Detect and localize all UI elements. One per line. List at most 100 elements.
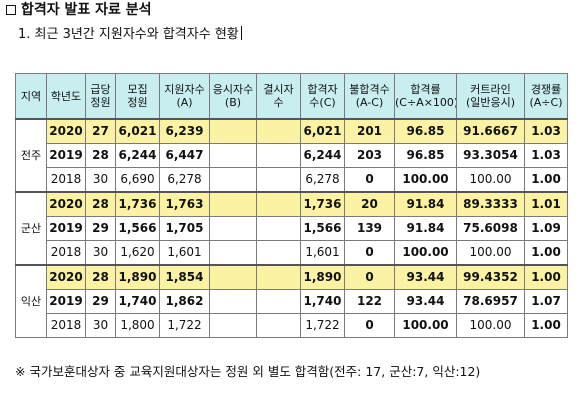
column-header-line1: 지역 bbox=[20, 89, 42, 103]
cell-pass-rate: 100.00 bbox=[394, 167, 457, 193]
cell-absentees bbox=[256, 191, 301, 217]
cell-passed: 6,021 bbox=[300, 118, 345, 144]
cell-examinees bbox=[209, 289, 257, 314]
column-header: 불합격수 (A-C) bbox=[344, 73, 395, 120]
cell-cutline: 75.6098 bbox=[456, 216, 525, 241]
column-header-line2: (C÷A×100) bbox=[395, 96, 457, 109]
cell-class-cap: 27 bbox=[85, 118, 116, 144]
table-row: 2018 30 1,620 1,601 1,601 0 100.00 100.00 1.00 bbox=[16, 240, 568, 266]
cell-year: 2020 bbox=[46, 264, 86, 290]
column-header-line1: 결시자 bbox=[263, 83, 294, 96]
cell-competition: 1.00 bbox=[524, 167, 568, 193]
table-row: 2018 30 1,800 1,722 1,722 0 100.00 100.00 1.00 bbox=[16, 313, 568, 338]
table-row: 2019 28 6,244 6,447 6,244 203 96.85 93.3054 1.03 bbox=[16, 143, 568, 168]
cell-quota: 1,890 bbox=[115, 264, 160, 290]
cell-applicants: 1,601 bbox=[159, 240, 210, 266]
column-header-line1: 합격률 bbox=[410, 83, 441, 96]
table-row: 2019 29 1,740 1,862 1,740 122 93.44 78.6957 1.07 bbox=[16, 289, 568, 314]
cell-class-cap: 30 bbox=[85, 313, 116, 338]
document-title-text: 합격자 발표 자료 분석 bbox=[21, 2, 152, 18]
cell-absentees bbox=[256, 240, 301, 266]
column-header: 합격자 수(C) bbox=[300, 73, 345, 120]
cell-class-cap: 28 bbox=[85, 264, 116, 290]
column-header-line1: 학년도 bbox=[50, 89, 82, 103]
cell-failed: 0 bbox=[344, 240, 395, 266]
cell-failed: 0 bbox=[344, 167, 395, 193]
column-header-line1: 경쟁률 bbox=[530, 83, 562, 96]
cell-year: 2020 bbox=[46, 118, 86, 144]
cell-applicants: 6,278 bbox=[159, 167, 210, 193]
column-header: 경쟁률 (A÷C) bbox=[524, 73, 568, 120]
cell-cutline: 100.00 bbox=[456, 240, 525, 266]
cell-absentees bbox=[256, 118, 301, 144]
cell-cutline: 93.3054 bbox=[456, 143, 525, 168]
cell-competition: 1.09 bbox=[524, 216, 568, 241]
cell-failed: 0 bbox=[344, 264, 395, 290]
cell-applicants: 1,763 bbox=[159, 191, 210, 217]
region-cell: 군산 bbox=[15, 191, 47, 266]
cell-year: 2019 bbox=[46, 216, 86, 241]
cell-cutline: 99.4352 bbox=[456, 264, 525, 290]
cell-year: 2018 bbox=[46, 167, 86, 193]
cell-absentees bbox=[256, 143, 301, 168]
column-header-line2: (일반응시) bbox=[465, 96, 516, 109]
column-header-line2: (A÷C) bbox=[529, 96, 563, 109]
cell-failed: 201 bbox=[344, 118, 395, 144]
cell-examinees bbox=[209, 167, 257, 193]
cell-applicants: 6,239 bbox=[159, 118, 210, 144]
cell-pass-rate: 93.44 bbox=[394, 289, 457, 314]
column-header: 지역 bbox=[15, 73, 47, 120]
admissions-table: 지역 학년도 급당 정원 모집 정원 지원자수 (A) 응시자수 (B) 결시자 수 합격자 수(C) 불합… bbox=[15, 73, 568, 338]
cell-quota: 6,244 bbox=[115, 143, 160, 168]
cell-cutline: 78.6957 bbox=[456, 289, 525, 314]
cell-competition: 1.00 bbox=[524, 240, 568, 266]
cell-cutline: 89.3333 bbox=[456, 191, 525, 217]
table-row: 전주 2020 27 6,021 6,239 6,021 201 96.85 91.6667 1.… bbox=[15, 118, 568, 193]
cell-competition: 1.00 bbox=[524, 313, 568, 338]
column-header-line2: 정원 bbox=[127, 96, 148, 109]
cell-examinees bbox=[209, 118, 257, 144]
region-cell: 익산 bbox=[15, 264, 47, 338]
cell-pass-rate: 96.85 bbox=[394, 143, 457, 168]
cell-passed: 1,601 bbox=[300, 240, 345, 266]
cell-year: 2019 bbox=[46, 289, 86, 314]
cell-quota: 1,620 bbox=[115, 240, 160, 266]
cell-passed: 1,736 bbox=[300, 191, 345, 217]
cell-class-cap: 29 bbox=[85, 216, 116, 241]
column-header-line2: (B) bbox=[224, 96, 242, 109]
column-header: 커트라인 (일반응시) bbox=[456, 73, 525, 120]
region-cell: 전주 bbox=[15, 118, 47, 193]
column-header: 모집 정원 bbox=[115, 73, 160, 120]
cell-competition: 1.03 bbox=[524, 143, 568, 168]
column-header-line1: 불합격수 bbox=[349, 83, 390, 96]
cell-pass-rate: 91.84 bbox=[394, 191, 457, 217]
cell-class-cap: 28 bbox=[85, 143, 116, 168]
cell-applicants: 1,722 bbox=[159, 313, 210, 338]
column-header-line1: 지원자수 bbox=[164, 83, 205, 96]
column-header: 결시자 수 bbox=[256, 73, 301, 120]
cell-examinees bbox=[209, 216, 257, 241]
cell-class-cap: 29 bbox=[85, 289, 116, 314]
cell-examinees bbox=[209, 264, 257, 290]
cell-examinees bbox=[209, 191, 257, 217]
cell-applicants: 1,854 bbox=[159, 264, 210, 290]
cell-quota: 1,800 bbox=[115, 313, 160, 338]
column-header: 응시자수 (B) bbox=[209, 73, 257, 120]
column-header: 급당 정원 bbox=[85, 73, 116, 120]
cell-competition: 1.03 bbox=[524, 118, 568, 144]
cell-cutline: 91.6667 bbox=[456, 118, 525, 144]
column-header-line1: 모집 bbox=[127, 83, 148, 96]
cell-absentees bbox=[256, 289, 301, 314]
cell-class-cap: 30 bbox=[85, 167, 116, 193]
table-header-row: 지역 학년도 급당 정원 모집 정원 지원자수 (A) 응시자수 (B) 결시자 수 합격자 수(C) 불합… bbox=[15, 73, 568, 120]
text-cursor bbox=[240, 26, 242, 40]
cell-quota: 6,690 bbox=[115, 167, 160, 193]
cell-examinees bbox=[209, 143, 257, 168]
cell-passed: 1,566 bbox=[300, 216, 345, 241]
cell-competition: 1.07 bbox=[524, 289, 568, 314]
cell-absentees bbox=[256, 167, 301, 193]
cell-pass-rate: 91.84 bbox=[394, 216, 457, 241]
cell-quota: 6,021 bbox=[115, 118, 160, 144]
cell-year: 2018 bbox=[46, 240, 86, 266]
column-header-line1: 급당 bbox=[90, 83, 111, 96]
